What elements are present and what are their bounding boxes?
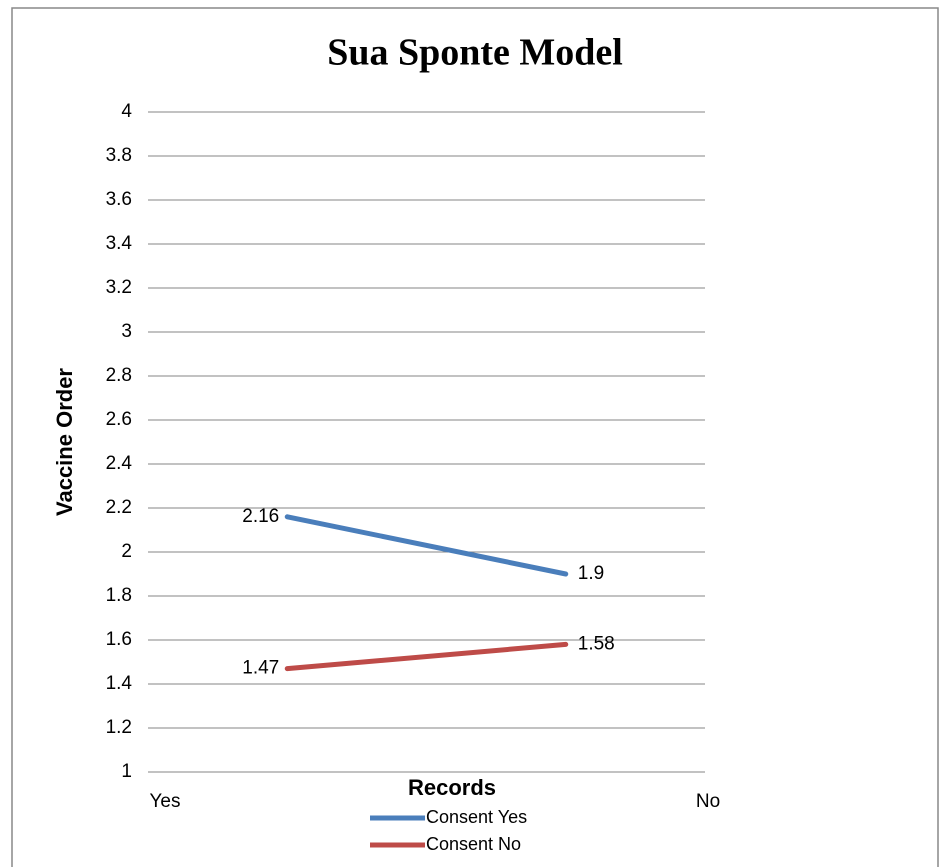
legend-label: Consent No — [426, 834, 521, 854]
y-tick-label: 3.2 — [106, 277, 132, 298]
y-tick-label: 2.6 — [106, 409, 132, 430]
x-tick-label: Yes — [150, 791, 181, 812]
x-tick-label: No — [696, 791, 720, 812]
y-tick-label: 2 — [121, 541, 132, 562]
legend-label: Consent Yes — [426, 807, 527, 827]
data-label: 2.16 — [242, 506, 279, 527]
y-tick-label: 1.6 — [106, 629, 132, 650]
y-tick-label: 1.8 — [106, 585, 132, 606]
data-label: 1.9 — [578, 563, 604, 584]
y-tick-label: 4 — [121, 101, 132, 122]
series-line — [284, 514, 569, 577]
y-tick-label: 2.4 — [106, 453, 133, 474]
series-line — [284, 641, 569, 672]
y-tick-label: 1.2 — [106, 717, 132, 738]
x-axis-title: Records — [408, 775, 496, 800]
y-tick-label: 2.8 — [106, 365, 132, 386]
y-tick-label: 3 — [121, 321, 132, 342]
y-tick-label: 3.4 — [106, 233, 133, 254]
chart-title: Sua Sponte Model — [327, 32, 623, 74]
y-tick-label: 3.8 — [106, 145, 132, 166]
y-tick-label: 1 — [121, 761, 132, 782]
data-label: 1.58 — [578, 633, 615, 654]
chart-border — [11, 7, 939, 867]
y-tick-label: 3.6 — [106, 189, 132, 210]
y-axis-title: Vaccine Order — [52, 368, 77, 516]
data-label: 1.47 — [242, 658, 279, 679]
y-tick-label: 1.4 — [106, 673, 133, 694]
y-tick-label: 2.2 — [106, 497, 132, 518]
